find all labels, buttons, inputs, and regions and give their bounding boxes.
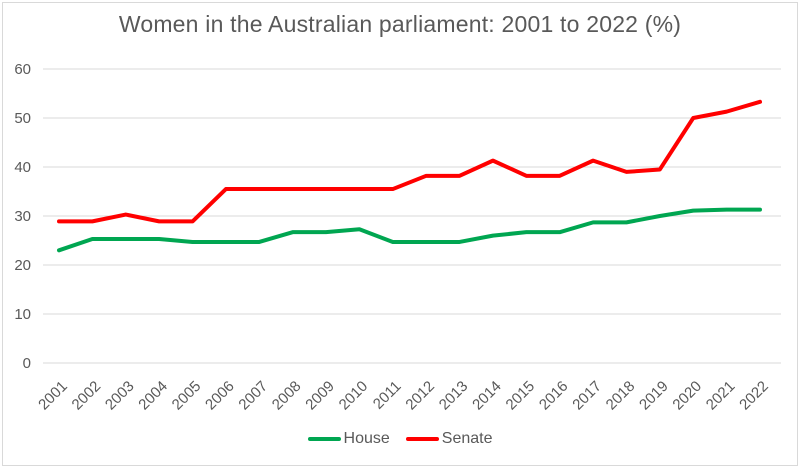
y-tick-label-0: 0	[23, 355, 31, 372]
senate-series-line	[57, 99, 762, 224]
x-tick-label-2012: 2012	[402, 378, 438, 414]
legend-label-senate: Senate	[441, 430, 493, 447]
x-tick-label-2016: 2016	[536, 378, 572, 414]
x-tick-label-2007: 2007	[235, 378, 271, 414]
legend: House Senate	[0, 430, 800, 448]
x-tick-label-2005: 2005	[169, 378, 205, 414]
y-tick-label-20: 20	[14, 257, 31, 274]
x-tick-label-2006: 2006	[202, 378, 238, 414]
x-tick-label-2008: 2008	[269, 378, 305, 414]
x-tick-label-2015: 2015	[503, 378, 539, 414]
legend-item-house: House	[307, 430, 390, 448]
x-tick-label-2018: 2018	[603, 378, 639, 414]
house-series-line	[57, 207, 762, 253]
y-tick-label-60: 60	[14, 61, 31, 78]
chart-title: Women in the Australian parliament: 2001…	[118, 11, 682, 37]
x-tick-label-2014: 2014	[469, 378, 505, 414]
legend-item-senate: Senate	[405, 430, 493, 448]
x-tick-label-2003: 2003	[102, 378, 138, 414]
x-tick-label-2009: 2009	[302, 378, 338, 414]
x-tick-label-2021: 2021	[703, 378, 739, 414]
x-tick-label-2017: 2017	[569, 378, 605, 414]
x-tick-label-2002: 2002	[69, 378, 105, 414]
house-series-swatch	[307, 437, 341, 441]
x-tick-label-2013: 2013	[436, 378, 472, 414]
y-tick-label-30: 30	[14, 208, 31, 225]
x-tick-label-2001: 2001	[35, 378, 71, 414]
y-tick-label-50: 50	[14, 110, 31, 127]
x-tick-label-2020: 2020	[669, 378, 705, 414]
x-tick-label-2022: 2022	[736, 378, 772, 414]
x-tick-label-2011: 2011	[370, 378, 405, 413]
senate-series-swatch	[405, 437, 439, 441]
y-tick-label-10: 10	[14, 306, 31, 323]
x-tick-label-2010: 2010	[336, 378, 372, 414]
y-tick-label-40: 40	[14, 159, 31, 176]
x-tick-label-2004: 2004	[135, 378, 171, 414]
legend-label-house: House	[343, 430, 390, 447]
x-tick-label-2019: 2019	[636, 378, 672, 414]
